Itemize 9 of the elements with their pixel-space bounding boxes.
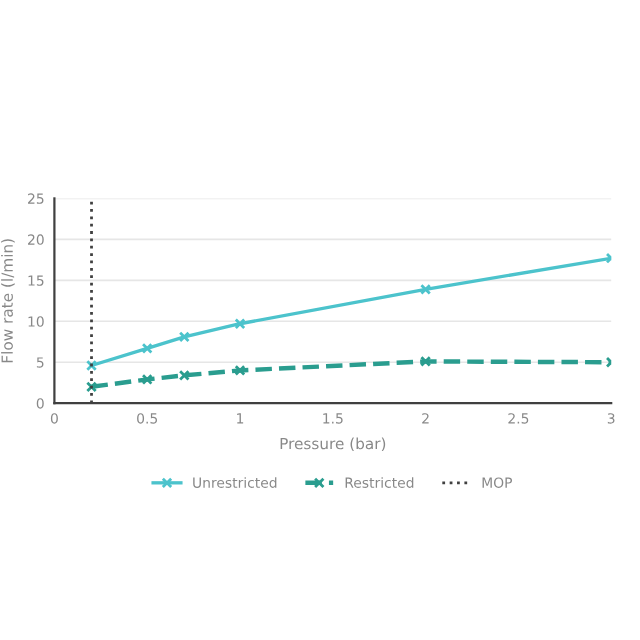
point bbox=[141, 342, 153, 354]
point bbox=[420, 283, 432, 295]
point bbox=[234, 364, 246, 376]
point bbox=[234, 318, 246, 330]
point bbox=[141, 373, 153, 385]
point bbox=[178, 331, 190, 343]
point bbox=[420, 355, 432, 367]
point bbox=[85, 381, 98, 393]
point bbox=[178, 369, 190, 381]
